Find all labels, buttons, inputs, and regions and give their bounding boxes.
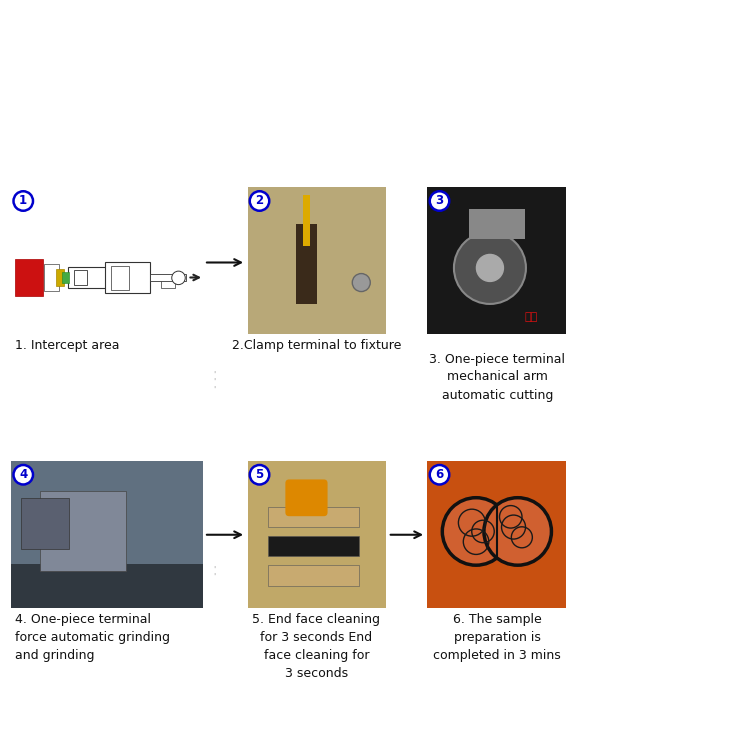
Bar: [268, 565, 358, 586]
Text: ': ': [214, 566, 216, 574]
Circle shape: [352, 274, 370, 292]
Circle shape: [476, 254, 503, 281]
Bar: [470, 209, 524, 238]
Bar: [44, 264, 58, 290]
Circle shape: [13, 465, 33, 484]
Text: 5. End face cleaning
for 3 seconds End
face cleaning for
3 seconds: 5. End face cleaning for 3 seconds End f…: [253, 613, 380, 680]
Bar: [427, 188, 566, 334]
Text: ': ': [214, 386, 216, 394]
Bar: [268, 506, 358, 527]
Bar: [248, 188, 386, 334]
Bar: [303, 195, 310, 246]
Bar: [68, 268, 124, 288]
Bar: [62, 272, 69, 283]
Bar: [150, 274, 186, 281]
Circle shape: [430, 191, 449, 211]
Circle shape: [172, 271, 185, 284]
Circle shape: [442, 498, 510, 566]
Bar: [161, 281, 175, 288]
Bar: [21, 498, 69, 549]
Text: 6: 6: [435, 468, 444, 482]
Text: 1. Intercept area: 1. Intercept area: [15, 339, 119, 352]
Text: 6. The sample
preparation is
completed in 3 mins: 6. The sample preparation is completed i…: [433, 613, 561, 662]
Text: 2: 2: [256, 194, 263, 208]
Text: 2.Clamp terminal to fixture: 2.Clamp terminal to fixture: [232, 339, 401, 352]
Text: 4: 4: [20, 468, 27, 482]
Text: 3. One-piece terminal
mechanical arm
automatic cutting: 3. One-piece terminal mechanical arm aut…: [429, 352, 566, 401]
Text: 1: 1: [20, 194, 27, 208]
Bar: [268, 536, 358, 556]
Bar: [11, 188, 202, 334]
Bar: [296, 224, 317, 304]
Bar: [111, 266, 129, 290]
Bar: [56, 269, 64, 286]
FancyBboxPatch shape: [285, 479, 328, 516]
Circle shape: [250, 191, 269, 211]
Text: 3: 3: [436, 194, 443, 208]
Text: ': ': [214, 573, 216, 582]
Bar: [248, 461, 386, 608]
Circle shape: [454, 232, 526, 304]
Bar: [40, 490, 126, 571]
Text: ': ': [214, 378, 216, 387]
Text: ': ': [214, 370, 216, 380]
Circle shape: [13, 191, 33, 211]
Circle shape: [430, 465, 449, 484]
Bar: [74, 270, 87, 285]
Bar: [15, 259, 44, 296]
Text: 4. One-piece terminal
force automatic grinding
and grinding: 4. One-piece terminal force automatic gr…: [15, 613, 170, 662]
Circle shape: [250, 465, 269, 484]
Bar: [11, 461, 202, 608]
Bar: [11, 564, 202, 608]
Text: 正确: 正确: [525, 312, 538, 322]
Circle shape: [484, 498, 551, 566]
Bar: [105, 262, 150, 293]
Bar: [427, 461, 566, 608]
Text: 5: 5: [255, 468, 264, 482]
